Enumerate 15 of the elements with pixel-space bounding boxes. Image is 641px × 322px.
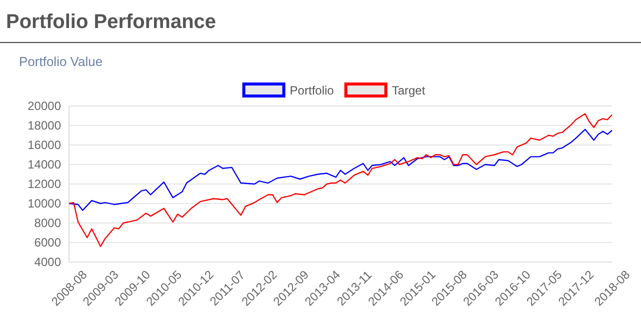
y-tick-label: 10000: [28, 196, 62, 210]
y-tick-label: 16000: [28, 138, 62, 152]
y-tick-label: 20000: [28, 98, 62, 113]
line-series: [68, 113, 613, 247]
legend-label: Target: [392, 84, 426, 98]
line-series: [68, 128, 613, 211]
y-tick-label: 8000: [34, 216, 62, 230]
y-tick-label: 6000: [34, 235, 62, 250]
y-tick-label: 18000: [28, 118, 62, 132]
y-tick-label: 12000: [28, 176, 62, 191]
y-tick-label: 14000: [28, 157, 62, 172]
legend-label: Portfolio: [290, 84, 334, 98]
y-tick-label: 4000: [34, 254, 62, 269]
chart-subtitle: Portfolio Value: [19, 54, 103, 69]
chart-title: Portfolio Performance: [6, 11, 216, 33]
